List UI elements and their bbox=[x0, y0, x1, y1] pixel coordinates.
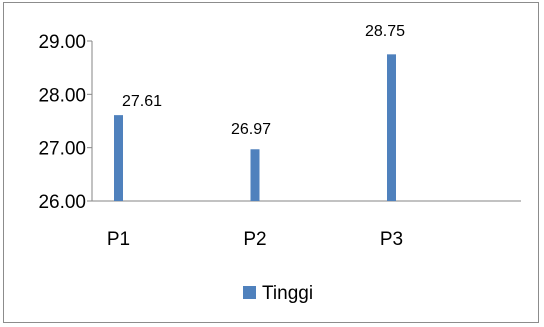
data-label: 27.61 bbox=[122, 93, 162, 110]
data-label: 26.97 bbox=[231, 121, 271, 138]
bar bbox=[114, 115, 123, 201]
y-tick-label: 27.00 bbox=[38, 139, 86, 160]
y-tick-label: 26.00 bbox=[38, 192, 86, 213]
data-labels: 27.61 26.97 28.75 bbox=[122, 23, 405, 138]
legend-swatch-tinggi bbox=[243, 286, 256, 299]
y-axis: 26.00 27.00 28.00 29.00 bbox=[38, 32, 93, 213]
x-tick-label: P3 bbox=[380, 229, 403, 250]
legend-label-tinggi: Tinggi bbox=[262, 283, 313, 304]
bar bbox=[250, 149, 260, 201]
x-tick-label: P1 bbox=[107, 229, 130, 250]
x-tick-label: P2 bbox=[243, 229, 266, 250]
legend: Tinggi bbox=[243, 283, 313, 304]
y-tick-label: 28.00 bbox=[38, 85, 86, 106]
bars bbox=[114, 54, 396, 202]
bar bbox=[387, 54, 396, 202]
data-label: 28.75 bbox=[365, 23, 405, 40]
y-tick-label: 29.00 bbox=[38, 32, 86, 53]
x-axis: P1 P2 P3 bbox=[92, 200, 521, 250]
